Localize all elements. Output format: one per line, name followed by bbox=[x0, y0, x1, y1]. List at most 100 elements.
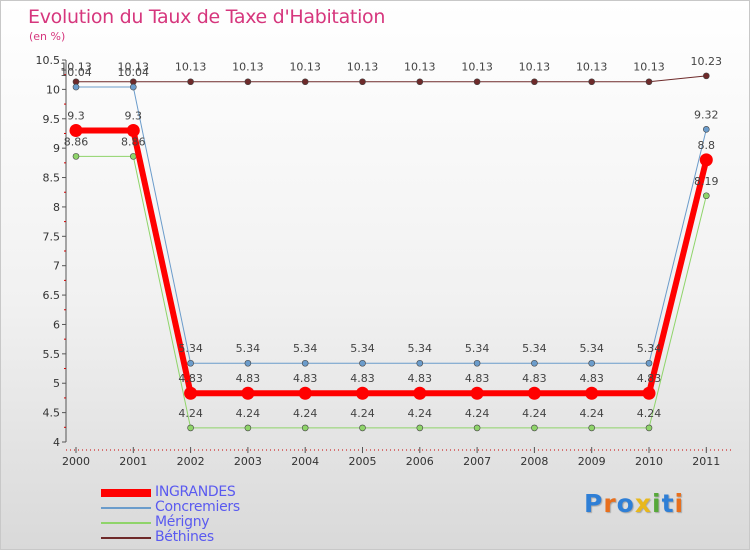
x-tick-label: 2010 bbox=[635, 455, 663, 468]
legend-item: Béthines bbox=[101, 530, 301, 545]
data-point bbox=[301, 424, 309, 432]
data-point bbox=[531, 78, 538, 86]
legend-label: Béthines bbox=[155, 529, 214, 545]
data-label: 5.34 bbox=[293, 342, 318, 355]
data-point bbox=[130, 83, 137, 91]
data-point bbox=[531, 359, 538, 367]
x-tick-label: 2003 bbox=[234, 455, 262, 468]
data-label: 10.13 bbox=[633, 61, 665, 74]
data-label: 5.34 bbox=[408, 342, 433, 355]
data-point bbox=[301, 78, 309, 86]
data-point bbox=[588, 78, 596, 86]
x-tick-label: 2002 bbox=[177, 455, 205, 468]
data-point bbox=[184, 386, 198, 400]
x-tick-label: 2006 bbox=[406, 455, 434, 468]
data-label: 4.83 bbox=[408, 372, 433, 385]
legend-item: Mérigny bbox=[101, 515, 301, 530]
data-point bbox=[699, 153, 713, 167]
logo-letter: i bbox=[652, 489, 662, 518]
data-point bbox=[241, 386, 255, 400]
legend-label: INGRANDES bbox=[155, 484, 236, 500]
data-point bbox=[298, 386, 312, 400]
data-point bbox=[702, 126, 710, 133]
data-label: 5.34 bbox=[236, 342, 261, 355]
data-point bbox=[527, 386, 541, 400]
data-label: 10.04 bbox=[60, 66, 92, 79]
x-tick-label: 2011 bbox=[692, 455, 720, 468]
data-point bbox=[645, 78, 653, 86]
logo-letter: t bbox=[661, 489, 675, 518]
legend-swatch bbox=[101, 522, 151, 524]
y-tick-label: 9 bbox=[53, 142, 60, 155]
data-point bbox=[642, 386, 656, 400]
data-label: 4.83 bbox=[178, 372, 203, 385]
proxiti-logo: Proxiti bbox=[584, 489, 684, 518]
data-point bbox=[72, 83, 80, 91]
data-label: 8.86 bbox=[64, 135, 89, 148]
data-label: 4.24 bbox=[637, 407, 662, 420]
data-label: 10.13 bbox=[289, 61, 321, 74]
data-label: 10.13 bbox=[232, 61, 264, 74]
x-tick-label: 2001 bbox=[119, 455, 147, 468]
data-label: 10.13 bbox=[60, 61, 92, 74]
data-point bbox=[69, 124, 83, 138]
legend-label: Concremiers bbox=[155, 499, 240, 515]
data-point bbox=[359, 78, 366, 86]
data-point bbox=[702, 192, 710, 200]
y-tick-label: 7 bbox=[53, 260, 60, 273]
x-tick-label: 2009 bbox=[578, 455, 606, 468]
logo-letter: i bbox=[674, 489, 685, 518]
data-point bbox=[588, 424, 596, 432]
logo-letter: o bbox=[616, 489, 635, 518]
data-point bbox=[126, 124, 140, 138]
series-line bbox=[76, 155, 707, 429]
data-label: 10.23 bbox=[691, 55, 723, 68]
data-label: 4.24 bbox=[579, 407, 604, 420]
data-label: 9.3 bbox=[125, 110, 143, 123]
data-point bbox=[359, 359, 366, 367]
y-tick-label: 10 bbox=[46, 83, 60, 96]
legend-swatch bbox=[101, 507, 151, 509]
data-label: 10.13 bbox=[404, 61, 436, 74]
data-point bbox=[473, 424, 481, 432]
chart-unit-label: (en %) bbox=[29, 30, 66, 43]
legend-item: INGRANDES bbox=[101, 485, 301, 500]
data-label: 10.13 bbox=[118, 61, 150, 74]
y-tick-label: 6.5 bbox=[43, 289, 61, 302]
data-point bbox=[356, 386, 369, 400]
data-point bbox=[187, 359, 194, 367]
data-label: 4.83 bbox=[350, 372, 375, 385]
data-label: 5.34 bbox=[579, 342, 604, 355]
data-label: 4.83 bbox=[236, 372, 261, 385]
chart-axes: 4 4.5 5 5.5 6 6.5 7 7.5 8 8.5 9 9.5 10 10.5 2000 2001 20… bbox=[36, 54, 731, 468]
x-tick-label: 2004 bbox=[291, 455, 319, 468]
data-label: 4.24 bbox=[408, 407, 433, 420]
data-point bbox=[416, 78, 424, 86]
data-label: 10.04 bbox=[118, 66, 150, 79]
data-point bbox=[645, 424, 653, 432]
y-tick-label: 6 bbox=[53, 318, 60, 331]
data-label: 4.24 bbox=[350, 407, 375, 420]
y-tick-label: 5 bbox=[53, 377, 60, 390]
data-point bbox=[187, 78, 194, 86]
series-lines bbox=[69, 72, 713, 432]
data-label: 4.24 bbox=[293, 407, 318, 420]
data-label: 5.34 bbox=[522, 342, 547, 355]
data-label: 10.13 bbox=[175, 61, 207, 74]
x-tick-label: 2005 bbox=[349, 455, 377, 468]
data-point bbox=[130, 153, 137, 160]
data-point bbox=[473, 359, 481, 367]
data-label: 4.24 bbox=[522, 407, 547, 420]
data-label: 4.24 bbox=[178, 407, 203, 420]
data-label: 5.34 bbox=[465, 342, 490, 355]
data-label: 4.83 bbox=[579, 372, 604, 385]
series-line bbox=[76, 75, 707, 83]
chart-title: Evolution du Taux de Taxe d'Habitation bbox=[28, 6, 386, 28]
legend-swatch bbox=[101, 537, 151, 539]
data-label: 8.8 bbox=[698, 139, 716, 152]
data-point bbox=[416, 424, 424, 432]
data-point bbox=[244, 78, 252, 86]
data-point bbox=[588, 359, 596, 367]
data-label: 4.24 bbox=[236, 407, 261, 420]
